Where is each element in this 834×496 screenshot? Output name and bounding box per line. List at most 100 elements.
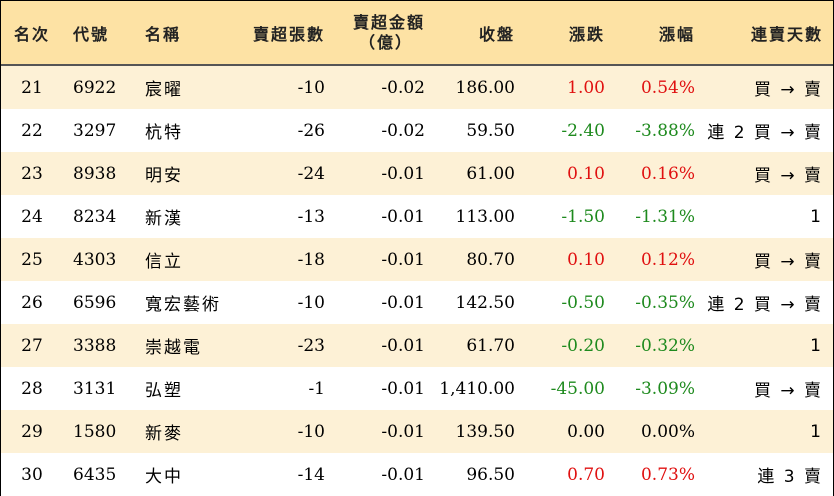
rank-cell: 21 (21, 77, 43, 98)
close-cell: 61.70 (466, 335, 515, 356)
header-net-sell-lots[interactable]: 賣超張數 (252, 24, 325, 44)
net-sell-amount-cell: -0.01 (381, 464, 425, 485)
header-net-sell-amount-unit: （億） (358, 32, 413, 52)
close-cell: 96.50 (466, 464, 515, 485)
table-row[interactable]: 24 8234 新漢 -13 -0.01 113.00 -1.50 -1.31% 1 (1, 195, 833, 238)
code-cell: 1580 (73, 421, 117, 442)
net-sell-amount-cell: -0.02 (381, 77, 425, 98)
change-cell: -0.20 (561, 335, 605, 356)
net-sell-lots-cell: -24 (297, 163, 325, 184)
header-close[interactable]: 收盤 (478, 24, 515, 44)
net-sell-lots-cell: -1 (308, 378, 325, 399)
change-pct-cell: 0.54% (640, 77, 695, 98)
net-sell-lots-cell: -26 (297, 120, 325, 141)
net-sell-lots-cell: -23 (297, 335, 325, 356)
table-row[interactable]: 27 3388 崇越電 -23 -0.01 61.70 -0.20 -0.32% 1 (1, 324, 833, 367)
table-header: 名次 代號 名稱 賣超張數 賣超金額 （億） 收盤 漲跌 漲幅 連賣天數 (1, 1, 833, 66)
name-cell: 大中 (145, 467, 183, 487)
net-sell-amount-cell: -0.01 (381, 421, 425, 442)
code-cell: 8234 (73, 206, 117, 227)
rank-cell: 27 (21, 335, 43, 356)
rank-cell: 25 (21, 249, 43, 270)
close-cell: 80.70 (466, 249, 515, 270)
change-pct-cell: 0.73% (640, 464, 695, 485)
net-sell-lots-cell: -18 (297, 249, 325, 270)
close-cell: 113.00 (455, 206, 515, 227)
change-cell: -45.00 (550, 378, 605, 399)
net-sell-amount-cell: -0.01 (381, 206, 425, 227)
header-change-pct[interactable]: 漲幅 (658, 24, 695, 44)
net-sell-amount-cell: -0.01 (381, 163, 425, 184)
consecutive-days-cell: 買 → 賣 (753, 166, 823, 186)
table-row[interactable]: 29 1580 新麥 -10 -0.01 139.50 0.00 0.00% 1 (1, 410, 833, 453)
header-code[interactable]: 代號 (73, 24, 110, 44)
code-cell: 8938 (73, 163, 117, 184)
change-cell: -0.50 (561, 292, 605, 313)
change-cell: -1.50 (561, 206, 605, 227)
close-cell: 59.50 (466, 120, 515, 141)
code-cell: 6435 (73, 464, 117, 485)
table-row[interactable]: 23 8938 明安 -24 -0.01 61.00 0.10 0.16% 買 → 賣 (1, 152, 833, 195)
net-sell-lots-cell: -10 (297, 292, 325, 313)
consecutive-days-cell: 買 → 賣 (753, 381, 823, 401)
name-cell: 新麥 (145, 424, 183, 444)
name-cell: 崇越電 (145, 338, 202, 358)
rank-cell: 29 (21, 421, 43, 442)
consecutive-days-cell: 連 3 賣 (757, 467, 823, 487)
net-sell-amount-cell: -0.02 (381, 120, 425, 141)
consecutive-days-cell: 1 (810, 421, 823, 442)
close-cell: 142.50 (455, 292, 515, 313)
consecutive-days-cell: 連 2 買 → 賣 (707, 123, 823, 143)
table-row[interactable]: 22 3297 杭特 -26 -0.02 59.50 -2.40 -3.88% 連 2 買 → … (1, 109, 833, 152)
consecutive-days-cell: 買 → 賣 (753, 252, 823, 272)
net-sell-lots-cell: -10 (297, 421, 325, 442)
table-row[interactable]: 28 3131 弘塑 -1 -0.01 1,410.00 -45.00 -3.09% 買 → 賣 (1, 367, 833, 410)
consecutive-days-cell: 1 (810, 335, 823, 356)
change-pct-cell: -0.35% (635, 292, 695, 313)
rank-cell: 28 (21, 378, 43, 399)
rank-cell: 22 (21, 120, 43, 141)
net-sell-lots-cell: -14 (297, 464, 325, 485)
close-cell: 186.00 (455, 77, 515, 98)
name-cell: 明安 (145, 166, 183, 186)
name-cell: 弘塑 (145, 381, 183, 401)
change-cell: 0.10 (567, 163, 605, 184)
change-cell: 1.00 (567, 77, 605, 98)
net-sell-amount-cell: -0.01 (381, 378, 425, 399)
name-cell: 宸曜 (145, 80, 183, 100)
header-name[interactable]: 名稱 (145, 24, 182, 44)
net-sell-lots-cell: -13 (297, 206, 325, 227)
consecutive-days-cell: 1 (810, 206, 823, 227)
consecutive-days-cell: 連 2 買 → 賣 (707, 295, 823, 315)
table-body: 21 6922 宸曜 -10 -0.02 186.00 1.00 0.54% 買 → 賣 22 32… (1, 66, 833, 496)
rank-cell: 23 (21, 163, 43, 184)
consecutive-days-cell: 買 → 賣 (753, 80, 823, 100)
change-pct-cell: -3.09% (635, 378, 695, 399)
table-row[interactable]: 26 6596 寬宏藝術 -10 -0.01 142.50 -0.50 -0.35% 連 2 買… (1, 281, 833, 324)
close-cell: 139.50 (455, 421, 515, 442)
header-change[interactable]: 漲跌 (568, 24, 605, 44)
header-net-sell-amount[interactable]: 賣超金額 （億） (335, 1, 435, 64)
name-cell: 杭特 (145, 123, 183, 143)
header-rank[interactable]: 名次 (13, 24, 50, 44)
rank-cell: 26 (21, 292, 43, 313)
change-pct-cell: -0.32% (635, 335, 695, 356)
code-cell: 3388 (73, 335, 117, 356)
code-cell: 4303 (73, 249, 117, 270)
code-cell: 3297 (73, 120, 117, 141)
change-pct-cell: -1.31% (635, 206, 695, 227)
table-row[interactable]: 21 6922 宸曜 -10 -0.02 186.00 1.00 0.54% 買 → 賣 (1, 66, 833, 109)
header-consecutive-days[interactable]: 連賣天數 (750, 24, 823, 44)
change-pct-cell: 0.00% (640, 421, 695, 442)
header-net-sell-amount-label: 賣超金額 (352, 12, 425, 32)
table-row[interactable]: 30 6435 大中 -14 -0.01 96.50 0.70 0.73% 連 3 賣 (1, 453, 833, 496)
net-sell-amount-cell: -0.01 (381, 249, 425, 270)
change-cell: -2.40 (561, 120, 605, 141)
table-row[interactable]: 25 4303 信立 -18 -0.01 80.70 0.10 0.12% 買 → 賣 (1, 238, 833, 281)
name-cell: 寬宏藝術 (145, 295, 221, 315)
net-sell-amount-cell: -0.01 (381, 292, 425, 313)
code-cell: 6922 (73, 77, 117, 98)
change-pct-cell: 0.12% (640, 249, 695, 270)
net-sell-amount-cell: -0.01 (381, 335, 425, 356)
